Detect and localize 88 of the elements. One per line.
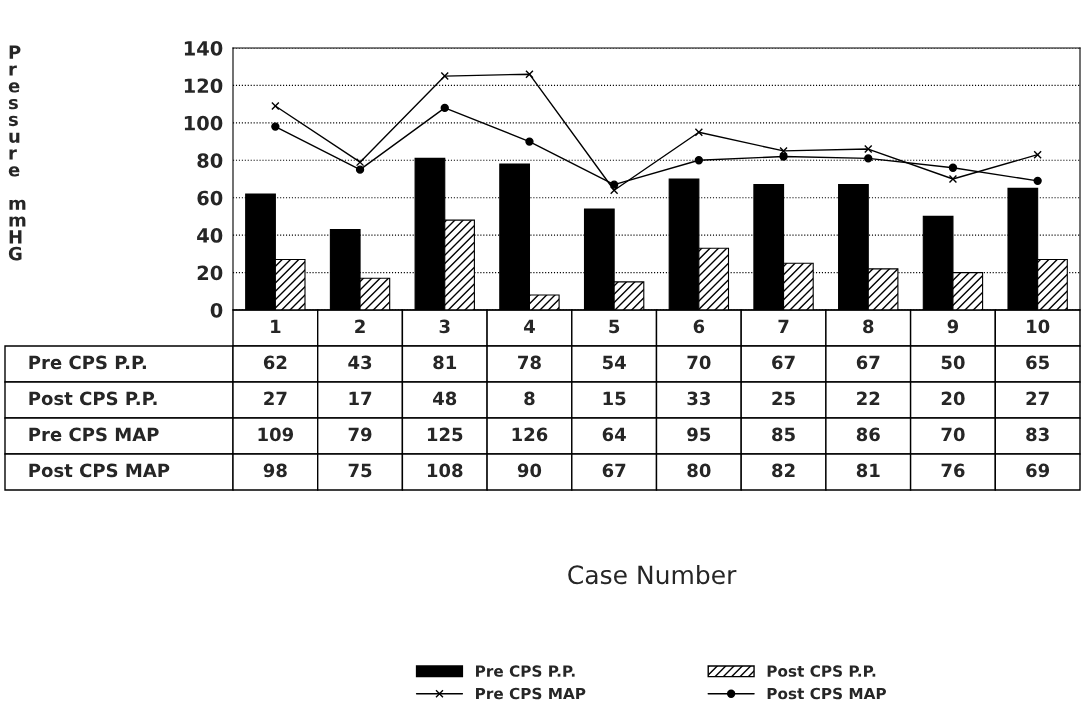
- data-label: 79: [348, 427, 372, 442]
- data-label: 82: [772, 463, 795, 478]
- data-label: 8: [524, 391, 535, 406]
- x-tick-label: 10: [1027, 319, 1050, 334]
- data-label: 20: [941, 391, 965, 406]
- data-label: 15: [603, 391, 626, 406]
- data-label: 85: [772, 427, 795, 442]
- data-label: 75: [348, 463, 372, 478]
- legend-label: Post CPS MAP: [767, 687, 887, 700]
- x-tick-label: 4: [523, 319, 535, 333]
- data-label: 70: [941, 427, 965, 442]
- point: [864, 154, 873, 163]
- y-tick-label: 0: [210, 302, 223, 318]
- data-label: 86: [856, 427, 880, 442]
- data-label: 64: [602, 427, 626, 442]
- legend-label: Post CPS P.P.: [767, 665, 876, 677]
- point: [271, 122, 280, 131]
- data-label: 22: [857, 391, 880, 405]
- text: Case Number: [568, 564, 737, 585]
- point: [440, 103, 449, 113]
- x-tick-label: 2: [355, 319, 365, 333]
- y-tick-label: 120: [184, 78, 223, 94]
- data-label: 69: [1026, 463, 1050, 478]
- data-label: 27: [1026, 391, 1049, 405]
- x-tick-label: 9: [947, 319, 959, 334]
- x-tick-label: 1: [271, 319, 281, 333]
- point: [948, 174, 958, 184]
- y-tick-label: 60: [197, 190, 223, 206]
- point: [525, 137, 534, 146]
- data-label: 67: [602, 463, 626, 478]
- text: Pre CPS MAP: [29, 427, 159, 442]
- text: Pressure mmHG: [8, 45, 26, 261]
- point: [355, 165, 365, 174]
- data-label: 70: [687, 355, 711, 370]
- x-tick-label: 7: [778, 319, 789, 333]
- point: [779, 152, 788, 161]
- point: [609, 186, 619, 195]
- point: [864, 144, 873, 154]
- data-label: 125: [427, 427, 463, 442]
- x-tick-label: 5: [609, 319, 620, 334]
- data-label: 95: [687, 427, 711, 442]
- data-label: 108: [427, 463, 463, 478]
- data-label: 62: [263, 355, 287, 370]
- y-tick-label: 20: [197, 265, 223, 281]
- y-tick-label: 140: [184, 40, 223, 56]
- y-tick-label: 40: [197, 228, 223, 243]
- x-tick-label: 6: [693, 319, 705, 334]
- point: [1033, 176, 1042, 186]
- point: [609, 180, 619, 189]
- x-tick-label: 8: [863, 319, 874, 334]
- data-label: 109: [258, 427, 294, 442]
- text: Post CPS P.P.: [29, 391, 157, 406]
- data-label: 25: [772, 391, 795, 406]
- data-label: 54: [602, 355, 626, 370]
- data-label: 17: [349, 391, 372, 405]
- data-label: 48: [433, 391, 457, 406]
- point: [694, 128, 704, 137]
- data-label: 27: [264, 391, 287, 405]
- data-label: 50: [941, 355, 965, 370]
- data-label: 126: [512, 427, 548, 442]
- point: [694, 156, 704, 165]
- x-tick-label: 3: [439, 319, 450, 334]
- point: [355, 157, 365, 167]
- point: [271, 101, 280, 111]
- data-label: 65: [1026, 355, 1049, 370]
- data-label: 90: [517, 463, 542, 478]
- point: [948, 163, 958, 172]
- text: Post CPS MAP: [29, 463, 170, 478]
- point: [779, 146, 788, 156]
- data-label: 67: [772, 355, 795, 370]
- point: [1033, 150, 1042, 159]
- point: [440, 71, 449, 81]
- data-label: 98: [263, 463, 287, 478]
- data-label: 80: [687, 463, 711, 478]
- legend-label: Pre CPS P.P.: [476, 665, 575, 677]
- text: Pre CPS P.P.: [29, 355, 146, 370]
- y-tick-label: 80: [197, 153, 223, 168]
- data-label: 81: [856, 463, 880, 478]
- y-tick-label: 100: [184, 115, 223, 131]
- data-label: 67: [856, 355, 880, 370]
- data-label: 33: [687, 391, 710, 406]
- legend-label: Pre CPS MAP: [476, 687, 586, 700]
- data-label: 78: [518, 355, 541, 370]
- data-label: 83: [1026, 427, 1049, 442]
- data-label: 43: [348, 355, 372, 370]
- data-label: 76: [941, 463, 965, 478]
- data-label: 81: [433, 355, 457, 370]
- point: [525, 70, 534, 79]
